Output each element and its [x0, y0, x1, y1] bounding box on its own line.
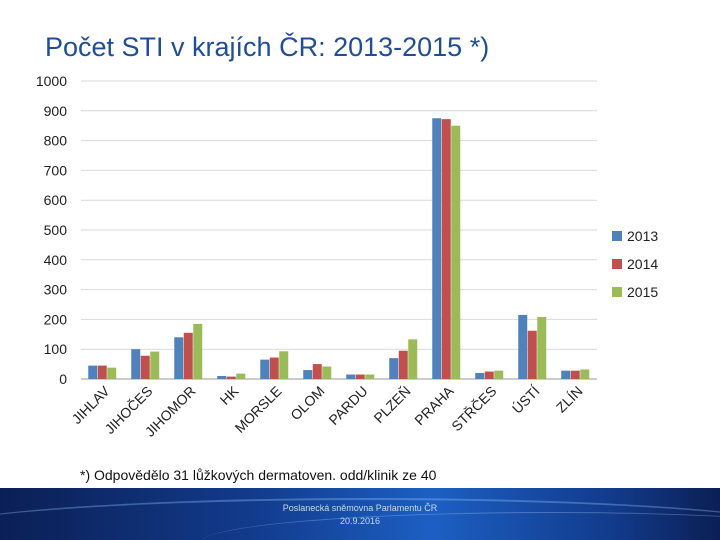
bar-2013-ZLÍN — [561, 370, 571, 379]
bar-2014-OLOM — [312, 364, 322, 379]
y-tick-label: 600 — [44, 192, 68, 208]
bar-2014-ZLÍN — [570, 370, 580, 379]
legend-swatch-2014 — [612, 259, 622, 269]
bar-2015-JIHOČES — [150, 351, 160, 379]
y-tick-label: 300 — [44, 282, 68, 298]
bar-2015-STŘČES — [494, 370, 504, 379]
bar-2014-JIHLAV — [97, 365, 107, 379]
bar-2013-HK — [217, 376, 227, 379]
bar-2015-HK — [236, 373, 246, 379]
bar-2015-OLOM — [322, 366, 332, 379]
y-tick-label: 700 — [44, 162, 68, 178]
bar-2014-PLZEŇ — [398, 350, 408, 379]
bar-2014-JIHOČES — [140, 355, 150, 379]
bar-2015-PARDU — [365, 374, 375, 379]
bar-2014-PRAHA — [441, 119, 451, 380]
y-tick-label: 1000 — [36, 73, 67, 89]
footnote: *) Odpovědělo 31 lůžkových dermatoven. o… — [80, 467, 437, 483]
x-category-label: ÚSTÍ — [509, 383, 543, 417]
x-category-label: HK — [217, 382, 243, 408]
bar-2013-MORSLE — [260, 359, 270, 379]
x-category-label: OLOM — [287, 383, 327, 423]
bar-2015-PRAHA — [451, 125, 461, 379]
y-tick-label: 400 — [44, 252, 68, 268]
x-category-label: PARDU — [325, 383, 370, 428]
y-tick-label: 100 — [44, 341, 68, 357]
legend-swatch-2015 — [612, 287, 622, 297]
bar-2015-ÚSTÍ — [537, 317, 547, 379]
y-tick-label: 900 — [44, 103, 68, 119]
footer-organization: Poslanecká sněmovna Parlamentu ČR — [282, 503, 438, 513]
bar-2014-HK — [226, 376, 236, 379]
slide-title: Počet STI v krajích ČR: 2013-2015 *) — [45, 32, 490, 62]
footer-date: 20.9.2016 — [339, 516, 381, 526]
x-category-label: ZLÍN — [553, 383, 586, 416]
bar-2013-PARDU — [346, 374, 356, 379]
bar-2013-JIHOČES — [131, 349, 141, 379]
bar-2014-STŘČES — [484, 371, 494, 379]
legend-swatch-2013 — [612, 231, 622, 241]
bar-2013-STŘČES — [475, 373, 485, 379]
bar-chart: 01002003004005006007008009001000JIHLAVJI… — [36, 73, 659, 440]
y-tick-label: 500 — [44, 222, 68, 238]
bar-2015-MORSLE — [279, 351, 289, 379]
bar-2014-MORSLE — [269, 357, 279, 379]
footer-band: Poslanecká sněmovna Parlamentu ČR 20.9.2… — [0, 488, 720, 540]
bar-2014-PARDU — [355, 374, 365, 379]
bar-2013-ÚSTÍ — [518, 314, 528, 379]
legend-label: 2014 — [627, 256, 658, 272]
bar-2014-JIHOMOR — [183, 332, 193, 379]
bar-2013-PLZEŇ — [389, 358, 399, 379]
bar-2013-JIHLAV — [88, 365, 98, 379]
y-tick-label: 200 — [44, 311, 68, 327]
bar-2015-PLZEŇ — [408, 339, 418, 379]
legend-label: 2015 — [627, 284, 658, 300]
legend-label: 2013 — [627, 228, 658, 244]
y-tick-label: 800 — [44, 133, 68, 149]
bar-2013-JIHOMOR — [174, 337, 184, 379]
bar-2014-ÚSTÍ — [527, 330, 537, 379]
x-category-label: STŘČES — [448, 383, 499, 434]
bar-2013-OLOM — [303, 370, 313, 379]
bar-2015-ZLÍN — [580, 369, 590, 379]
bar-2015-JIHOMOR — [193, 323, 203, 379]
x-category-label: PLZEŇ — [370, 383, 413, 426]
x-category-label: MORSLE — [231, 383, 284, 436]
bar-2013-PRAHA — [432, 118, 442, 379]
y-tick-label: 0 — [59, 371, 67, 387]
bar-2015-JIHLAV — [107, 367, 117, 379]
